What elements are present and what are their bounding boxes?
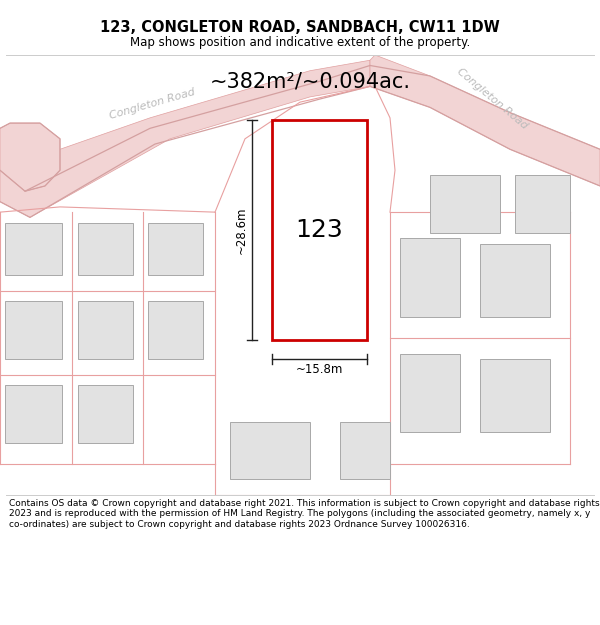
Polygon shape <box>78 385 133 442</box>
Polygon shape <box>370 55 600 186</box>
Polygon shape <box>78 301 133 359</box>
Polygon shape <box>148 301 203 359</box>
Polygon shape <box>230 422 310 479</box>
Polygon shape <box>0 60 370 218</box>
Text: ~15.8m: ~15.8m <box>296 363 343 376</box>
Text: Congleton Road: Congleton Road <box>108 88 196 121</box>
Text: Congleton Road: Congleton Road <box>455 67 529 131</box>
Polygon shape <box>400 354 460 432</box>
Bar <box>272 120 367 340</box>
Text: 123, CONGLETON ROAD, SANDBACH, CW11 1DW: 123, CONGLETON ROAD, SANDBACH, CW11 1DW <box>100 20 500 35</box>
Polygon shape <box>78 222 133 275</box>
Polygon shape <box>5 222 62 275</box>
Text: 123: 123 <box>296 218 343 242</box>
Polygon shape <box>480 244 550 317</box>
Text: Map shows position and indicative extent of the property.: Map shows position and indicative extent… <box>130 36 470 49</box>
Polygon shape <box>480 359 550 432</box>
Polygon shape <box>5 301 62 359</box>
Polygon shape <box>515 176 570 233</box>
Text: ~28.6m: ~28.6m <box>235 206 248 254</box>
Polygon shape <box>400 238 460 317</box>
Polygon shape <box>5 385 62 442</box>
Text: ~382m²/~0.094ac.: ~382m²/~0.094ac. <box>210 71 411 91</box>
Text: Contains OS data © Crown copyright and database right 2021. This information is : Contains OS data © Crown copyright and d… <box>9 499 599 529</box>
Polygon shape <box>148 222 203 275</box>
Polygon shape <box>340 422 390 479</box>
Polygon shape <box>0 123 60 191</box>
Polygon shape <box>430 176 500 233</box>
